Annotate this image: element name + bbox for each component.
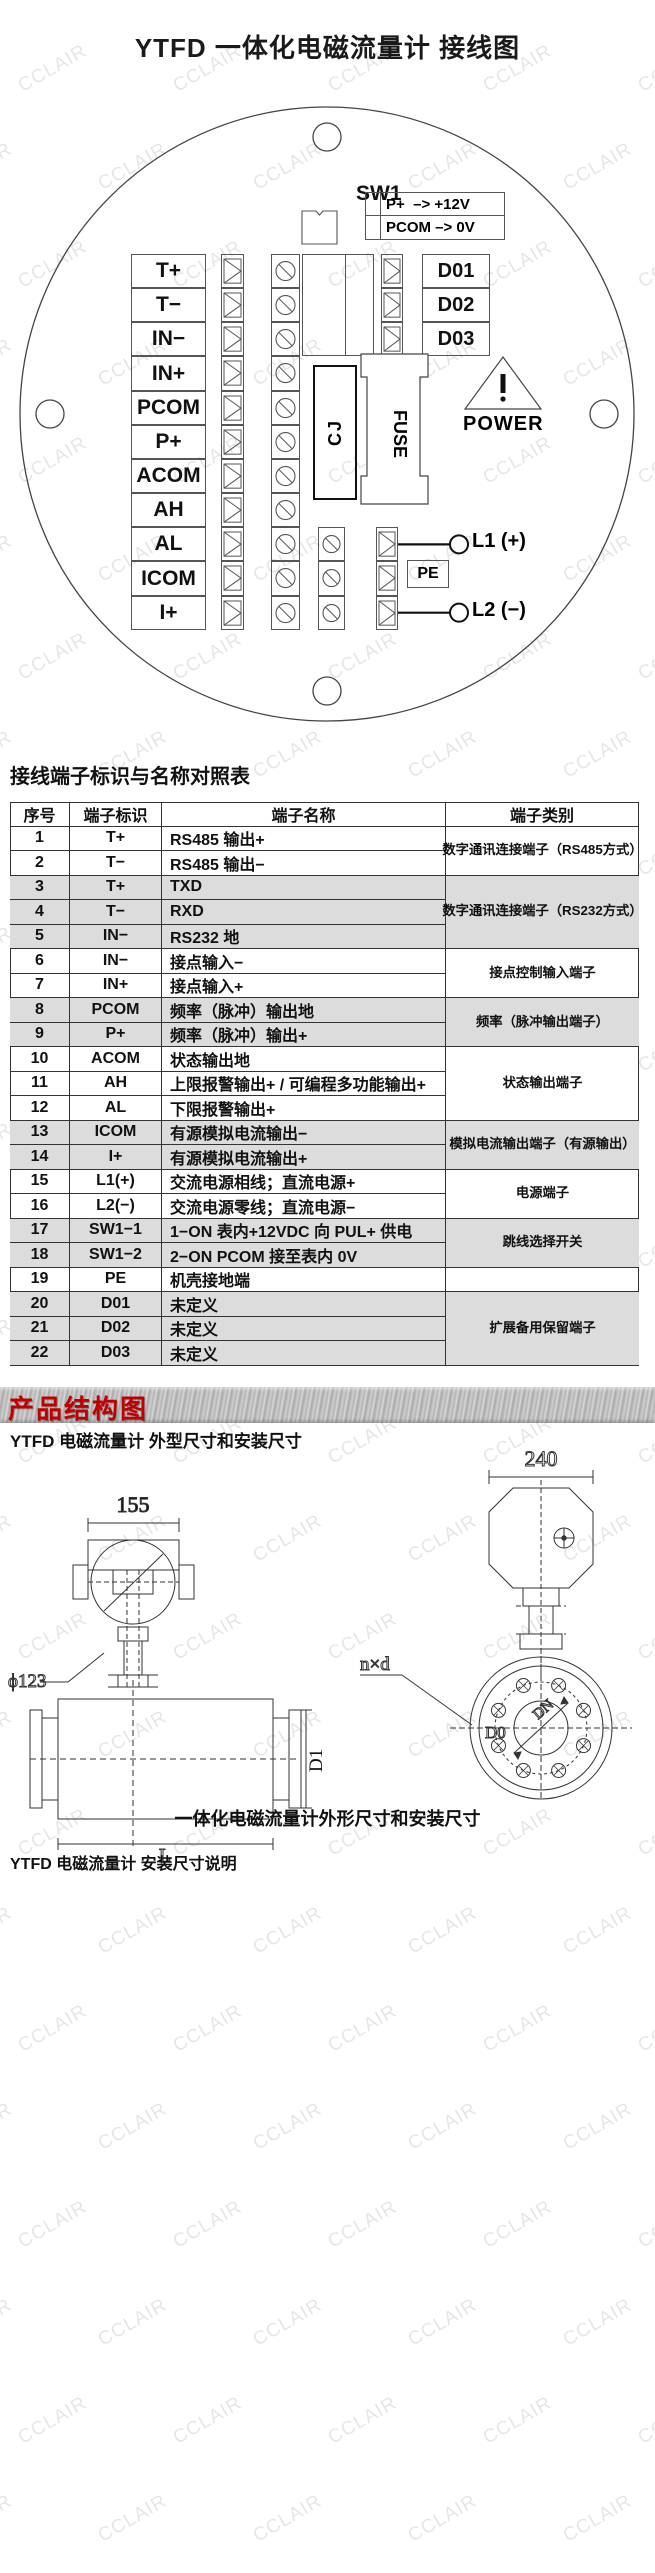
svg-text:155: 155 xyxy=(117,1492,150,1517)
svg-text:DN: DN xyxy=(530,1697,557,1723)
svg-text:n×d: n×d xyxy=(360,1654,390,1675)
svg-text:D0: D0 xyxy=(485,1723,506,1742)
svg-text:D1: D1 xyxy=(306,1749,327,1772)
svg-text:240: 240 xyxy=(525,1446,558,1471)
